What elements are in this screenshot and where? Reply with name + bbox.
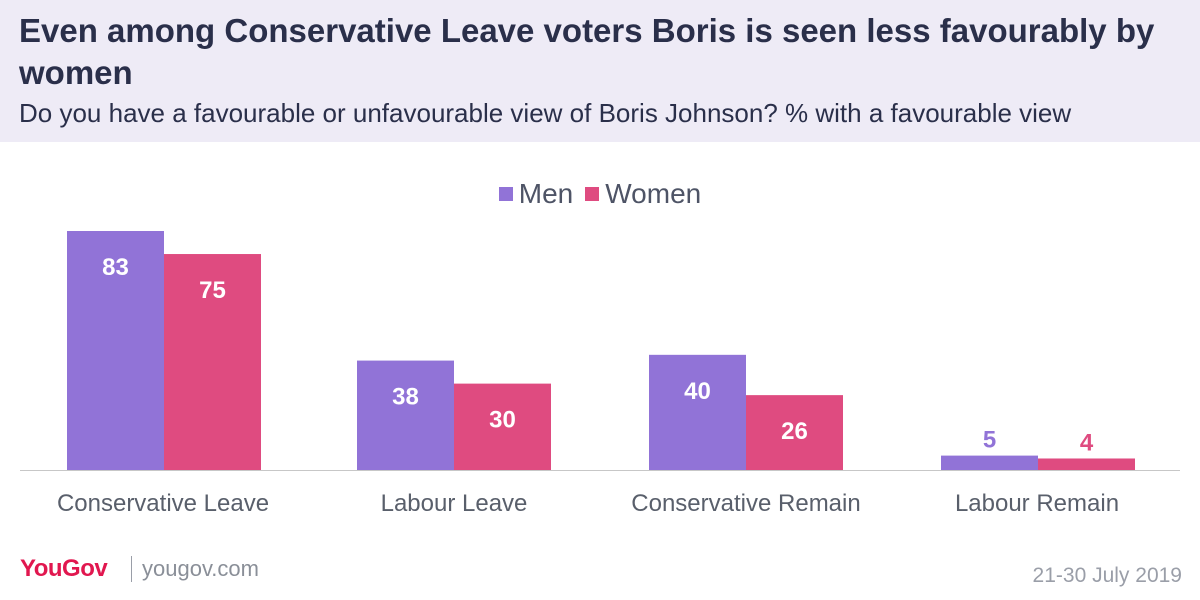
footer-divider [131,556,132,582]
bar-men-1 [67,231,164,470]
yougov-logo: YouGov [20,555,108,582]
footer-site-link[interactable]: yougov.com [142,556,259,581]
fieldwork-date: 21-30 July 2019 [1032,564,1182,587]
data-label-men-1: 83 [102,254,129,281]
chart-legend: Men Women [0,174,1200,214]
x-tick-label-1: Conservative Leave [57,490,269,517]
x-tick-label-2: Labour Leave [381,490,528,517]
bar-men-2 [357,360,454,470]
data-label-women-2: 30 [489,407,516,434]
x-tick-label-3: Conservative Remain [631,490,860,517]
bar-women-3 [746,395,843,470]
x-tick-label-4: Labour Remain [955,490,1119,517]
chart-title: Even among Conservative Leave voters Bor… [19,12,1155,91]
chart-subtitle: Do you have a favourable or unfavourable… [19,98,1072,128]
data-label-men-3: 40 [684,378,711,405]
legend-item-men: Men [498,178,574,210]
data-label-men-4: 5 [983,427,996,454]
data-label-women-3: 26 [781,418,808,445]
bar-men-3 [649,354,746,470]
data-label-women-4: 4 [1080,429,1094,456]
legend-swatch-men [498,187,513,201]
data-label-women-1: 75 [199,277,226,304]
legend-item-women: Women [585,178,701,210]
header-band: Even among Conservative Leave voters Bor… [0,0,1200,142]
bar-women-1 [164,254,261,470]
bar-men-4 [941,455,1038,470]
bar-women-2 [454,383,551,470]
legend-label-women: Women [605,178,702,209]
data-label-men-2: 38 [392,384,419,411]
legend-label-men: Men [518,178,574,209]
legend-swatch-women [585,187,600,201]
bar-women-4 [1038,458,1135,470]
